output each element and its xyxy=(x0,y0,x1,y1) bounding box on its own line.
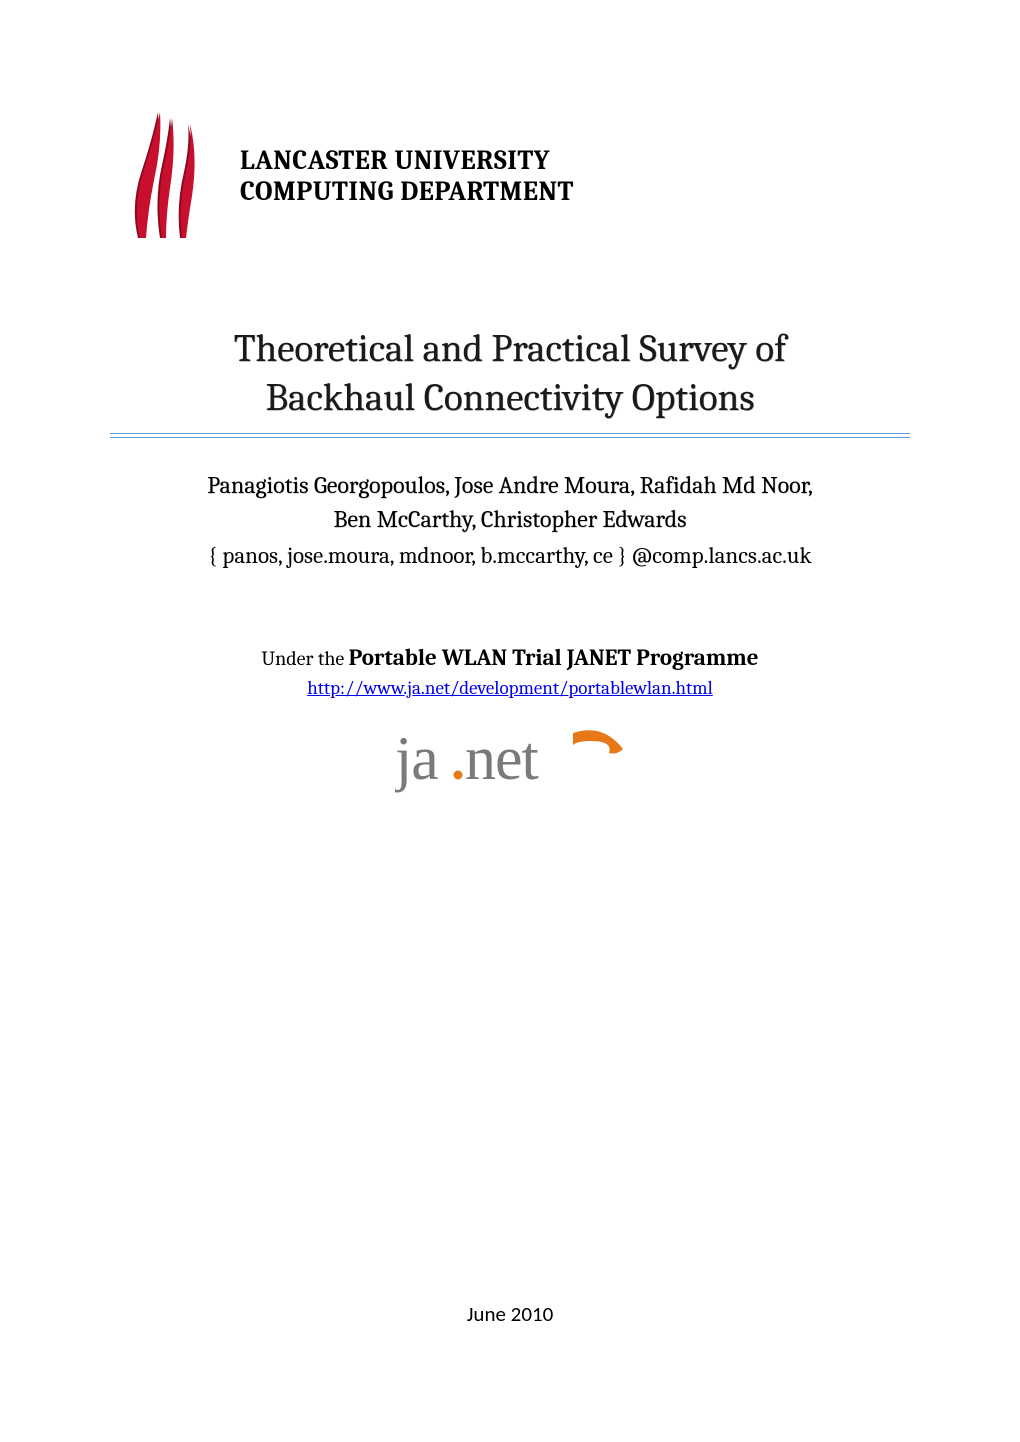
svg-text:net: net xyxy=(465,725,539,793)
programme-link[interactable]: http://www.ja.net/development/portablewl… xyxy=(307,677,713,699)
janet-logo-icon: ja net xyxy=(395,715,625,805)
document-header: LANCASTER UNIVERSITY COMPUTING DEPARTMEN… xyxy=(110,110,910,240)
document-title: Theoretical and Practical Survey of Back… xyxy=(110,325,910,423)
authors-emails: { panos, jose.moura, mdnoor, b.mccarthy,… xyxy=(110,539,910,574)
institution-line-1: LANCASTER UNIVERSITY xyxy=(240,145,574,176)
document-date: June 2010 xyxy=(467,1301,554,1327)
authors-line-1: Panagiotis Georgopoulos, Jose Andre Mour… xyxy=(110,468,910,503)
title-line-1: Theoretical and Practical Survey of xyxy=(110,325,910,374)
programme-link-block: http://www.ja.net/development/portablewl… xyxy=(110,677,910,699)
title-divider xyxy=(110,433,910,438)
institution-line-2: COMPUTING DEPARTMENT xyxy=(240,176,574,207)
authors-block: Panagiotis Georgopoulos, Jose Andre Mour… xyxy=(110,468,910,574)
lancaster-university-logo-icon xyxy=(110,110,210,240)
institution-name: LANCASTER UNIVERSITY COMPUTING DEPARTMEN… xyxy=(240,110,574,207)
title-line-2: Backhaul Connectivity Options xyxy=(110,374,910,423)
janet-logo-container: ja net xyxy=(110,715,910,809)
document-date-block: June 2010 xyxy=(0,1301,1020,1327)
authors-line-2: Ben McCarthy, Christopher Edwards xyxy=(110,502,910,537)
programme-prefix: Under the xyxy=(261,647,348,670)
svg-text:ja: ja xyxy=(395,725,438,793)
programme-name: Portable WLAN Trial JANET Programme xyxy=(349,644,759,671)
programme-line: Under the Portable WLAN Trial JANET Prog… xyxy=(110,644,910,671)
